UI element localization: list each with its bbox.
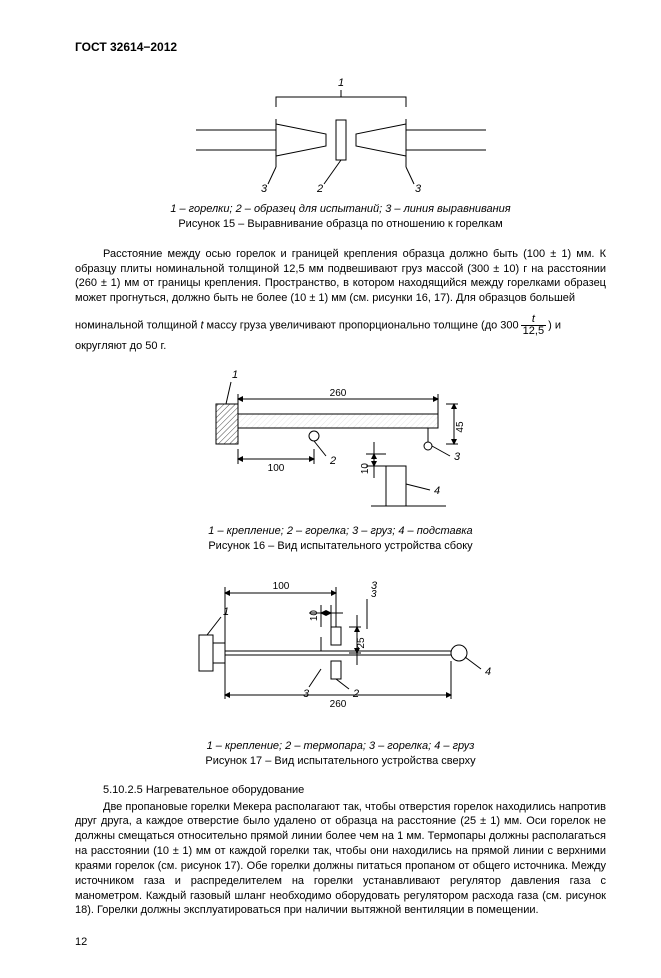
fig17-label-4: 4 — [485, 666, 491, 678]
figure-17: 100 10 25 3 260 1 2 3 3 4 — [75, 569, 606, 729]
figure-17-legend: 1 – крепление; 2 – термопара; 3 – горелк… — [207, 740, 475, 752]
figure-15-svg: 1 2 3 3 — [176, 72, 506, 192]
fig17-label-3b: 3 — [303, 688, 310, 700]
p2-suffix: ) и — [548, 320, 561, 332]
figure-16-svg: 260 100 45 10 1 2 3 4 — [196, 364, 486, 514]
standard-code: ГОСТ 32614−2012 — [75, 40, 606, 54]
fig16-label-3: 3 — [454, 451, 461, 463]
fig17-dim-25: 25 — [356, 637, 367, 649]
fig16-dim-45: 45 — [455, 421, 466, 433]
fig17-label-2: 2 — [352, 688, 359, 700]
figure-17-title: Рисунок 17 – Вид испытательного устройст… — [205, 755, 475, 767]
paragraph-2-line2: округляют до 50 г. — [75, 339, 606, 354]
document-page: ГОСТ 32614−2012 — [0, 0, 661, 978]
fig16-dim-100: 100 — [267, 463, 284, 474]
figure-16-title: Рисунок 16 – Вид испытательного устройст… — [208, 540, 472, 552]
figure-15-caption: 1 – горелки; 2 – образец для испытаний; … — [75, 202, 606, 233]
fig17-dim-100: 100 — [272, 581, 289, 592]
figure-17-svg: 100 10 25 3 260 1 2 3 3 4 — [181, 569, 501, 729]
section-number: 5.10.2.5 — [103, 784, 143, 796]
fig17-dim-260: 260 — [329, 699, 346, 710]
figure-15: 1 2 3 3 — [75, 72, 606, 192]
figure-17-caption: 1 – крепление; 2 – термопара; 3 – горелк… — [75, 739, 606, 770]
fig16-label-1: 1 — [232, 369, 238, 381]
p2-frac-den: 12,5 — [521, 326, 546, 337]
figure-16-legend: 1 – крепление; 2 – горелка; 3 – груз; 4 … — [208, 525, 472, 537]
section-title-text: Нагревательное оборудование — [146, 784, 304, 796]
p2-prefix: номинальной толщиной — [75, 320, 200, 332]
figure-16: 260 100 45 10 1 2 3 4 — [75, 364, 606, 514]
section-heading: 5.10.2.5 Нагревательное оборудование — [75, 784, 606, 796]
fig17-dim-10: 10 — [309, 609, 320, 621]
fig17-label-1: 1 — [223, 606, 229, 618]
figure-16-caption: 1 – крепление; 2 – горелка; 3 – груз; 4 … — [75, 524, 606, 555]
fig16-dim-10: 10 — [360, 463, 371, 475]
figure-15-title: Рисунок 15 – Выравнивание образца по отн… — [178, 218, 502, 230]
fig15-label-2: 2 — [315, 183, 322, 192]
p2-mid: массу груза увеличивают пропорционально … — [204, 320, 519, 332]
paragraph-2-line1: номинальной толщиной t массу груза увели… — [75, 314, 606, 337]
fig16-label-4: 4 — [434, 485, 440, 497]
p2-fraction: t12,5 — [521, 314, 546, 337]
figure-15-legend: 1 – горелки; 2 – образец для испытаний; … — [170, 203, 510, 215]
fig16-label-2: 2 — [329, 455, 336, 467]
paragraph-1: Расстояние между осью горелок и границей… — [75, 247, 606, 306]
page-number: 12 — [75, 936, 606, 948]
fig15-label-3b: 3 — [414, 183, 421, 192]
fig15-label-3a: 3 — [260, 183, 267, 192]
paragraph-3: Две пропановые горелки Мекера располагаю… — [75, 800, 606, 919]
fig16-dim-260: 260 — [329, 388, 346, 399]
fig17-label-3t: 3 — [371, 580, 378, 592]
fig15-label-1: 1 — [337, 77, 343, 89]
